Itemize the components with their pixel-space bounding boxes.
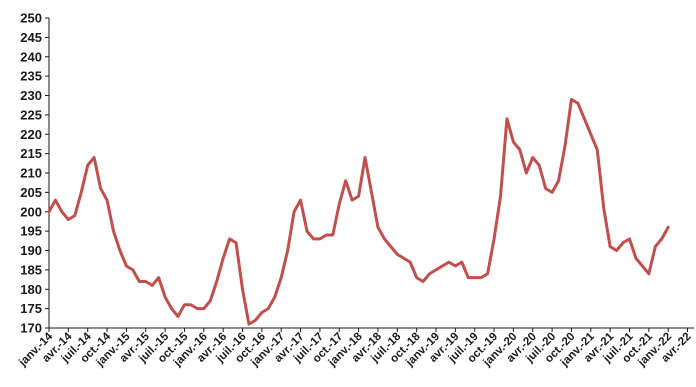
y-tick: 200 bbox=[20, 204, 49, 219]
y-tick-label: 175 bbox=[20, 301, 42, 316]
series-line bbox=[47, 97, 670, 326]
y-tick-label: 180 bbox=[20, 282, 42, 297]
y-tick: 250 bbox=[20, 11, 49, 26]
y-tick-label: 250 bbox=[20, 11, 42, 26]
y-tick-label: 225 bbox=[20, 107, 42, 122]
y-tick-label: 240 bbox=[20, 49, 42, 64]
y-tick: 215 bbox=[20, 146, 49, 161]
y-tick: 180 bbox=[20, 282, 49, 297]
y-tick-label: 230 bbox=[20, 88, 42, 103]
y-tick-label: 200 bbox=[20, 204, 42, 219]
y-tick-label: 210 bbox=[20, 166, 42, 181]
y-tick-label: 245 bbox=[20, 30, 42, 45]
y-tick: 210 bbox=[20, 166, 49, 181]
y-tick: 190 bbox=[20, 243, 49, 258]
y-tick: 205 bbox=[20, 185, 49, 200]
y-tick: 225 bbox=[20, 107, 49, 122]
y-tick-label: 205 bbox=[20, 185, 42, 200]
x-axis-ticks: janv.-14avr.-14juil.-14oct.-14janv.-15av… bbox=[16, 328, 694, 370]
y-tick-label: 190 bbox=[20, 243, 42, 258]
y-tick-label: 170 bbox=[20, 321, 42, 336]
y-tick-label: 215 bbox=[20, 146, 42, 161]
y-tick-label: 220 bbox=[20, 127, 42, 142]
y-tick: 220 bbox=[20, 127, 49, 142]
y-tick: 235 bbox=[20, 69, 49, 84]
y-axis-ticks: 170 175 180 185 190 195 200 205 210 215 220 225 230 2… bbox=[20, 11, 49, 336]
y-tick: 230 bbox=[20, 88, 49, 103]
y-tick: 240 bbox=[20, 49, 49, 64]
y-tick: 245 bbox=[20, 30, 49, 45]
y-tick: 170 bbox=[20, 321, 49, 336]
y-tick-label: 185 bbox=[20, 262, 42, 277]
y-tick: 195 bbox=[20, 224, 49, 239]
y-tick: 185 bbox=[20, 262, 49, 277]
y-tick-label: 235 bbox=[20, 69, 42, 84]
y-tick-label: 195 bbox=[20, 224, 42, 239]
y-tick: 175 bbox=[20, 301, 49, 316]
